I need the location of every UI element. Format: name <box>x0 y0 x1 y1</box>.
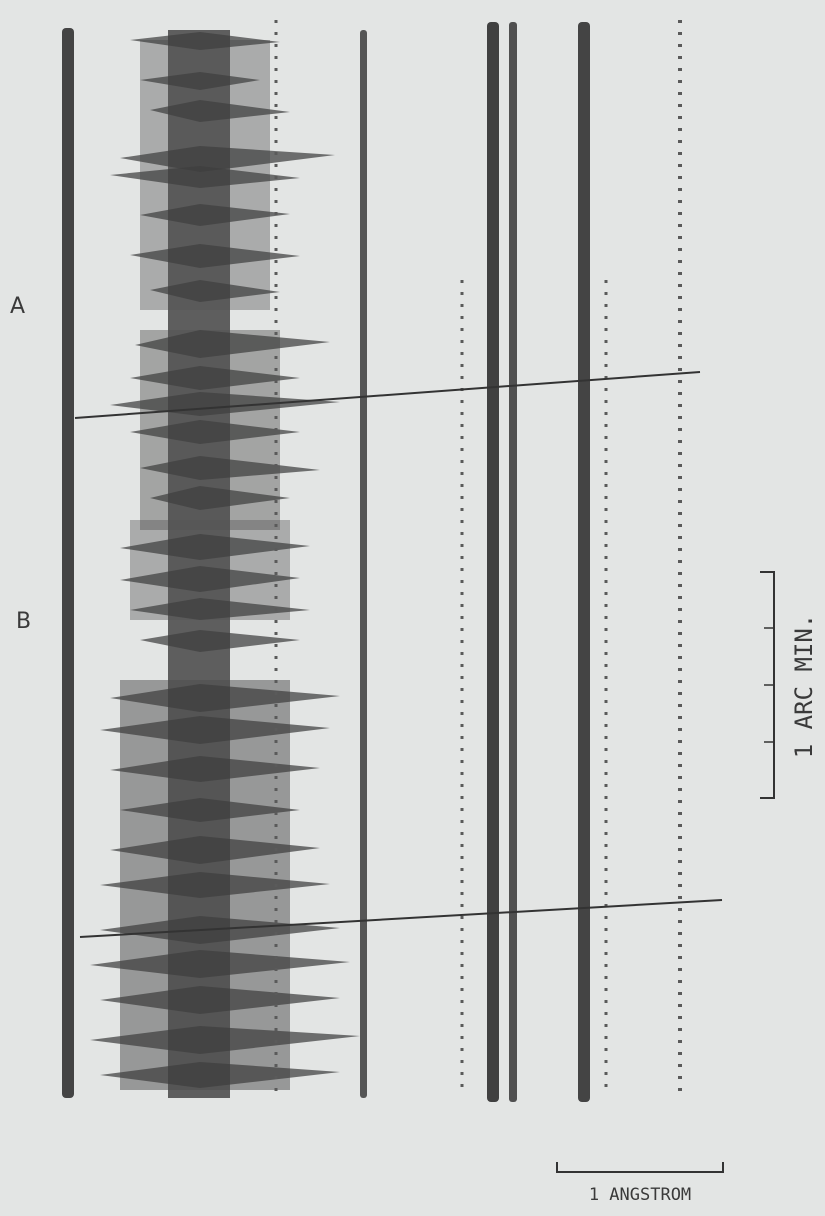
label-a: A <box>10 294 25 319</box>
angstrom-scale-label: 1 ANGSTROM <box>589 1185 691 1205</box>
page: {"labels": {"a": "A", "b": "B", "arc_sca… <box>0 0 825 1216</box>
spectrogram: A B 1 ARC MIN. 1 ANGSTROM <box>0 0 825 1216</box>
label-b: B <box>16 609 31 634</box>
arc-scale-label: 1 ARC MIN. <box>790 614 818 759</box>
